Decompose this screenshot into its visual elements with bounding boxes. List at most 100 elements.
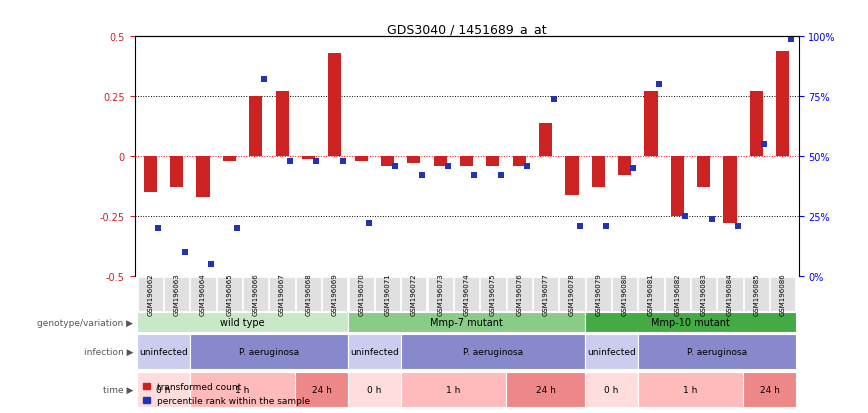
Text: 0 h: 0 h: [156, 385, 171, 394]
Text: GSM196062: GSM196062: [148, 273, 154, 315]
Bar: [223, 157, 236, 161]
Point: [758, 142, 772, 148]
Text: 24 h: 24 h: [536, 385, 556, 394]
FancyBboxPatch shape: [190, 334, 348, 369]
Text: GSM196076: GSM196076: [516, 273, 523, 315]
Point: [626, 166, 640, 172]
FancyBboxPatch shape: [164, 278, 189, 311]
Text: P. aeruginosa: P. aeruginosa: [463, 347, 523, 356]
FancyBboxPatch shape: [480, 278, 505, 311]
Point: [389, 163, 403, 170]
Text: infection ▶: infection ▶: [83, 347, 133, 356]
FancyBboxPatch shape: [454, 278, 479, 311]
Text: GSM196082: GSM196082: [674, 273, 681, 315]
Title: GDS3040 / 1451689_a_at: GDS3040 / 1451689_a_at: [387, 23, 546, 36]
Text: GSM196086: GSM196086: [779, 273, 786, 315]
Point: [257, 77, 271, 83]
Point: [678, 214, 692, 220]
FancyBboxPatch shape: [190, 278, 215, 311]
Point: [599, 223, 613, 230]
Point: [362, 221, 376, 227]
Point: [468, 173, 482, 179]
Bar: [275, 92, 289, 157]
Text: P. aeruginosa: P. aeruginosa: [687, 347, 747, 356]
Text: GSM196074: GSM196074: [464, 273, 470, 315]
Text: GSM196064: GSM196064: [200, 273, 206, 315]
Bar: [644, 92, 658, 157]
FancyBboxPatch shape: [375, 278, 400, 311]
Point: [178, 249, 192, 256]
Point: [705, 216, 719, 222]
FancyBboxPatch shape: [348, 372, 401, 407]
Bar: [460, 157, 473, 166]
FancyBboxPatch shape: [401, 372, 506, 407]
FancyBboxPatch shape: [506, 372, 585, 407]
Point: [230, 225, 244, 232]
Bar: [354, 157, 368, 161]
Bar: [407, 157, 420, 164]
Text: uninfected: uninfected: [587, 347, 636, 356]
Text: GSM196068: GSM196068: [306, 273, 312, 315]
Text: GSM196071: GSM196071: [385, 273, 391, 315]
Bar: [196, 157, 210, 197]
Point: [547, 96, 561, 103]
FancyBboxPatch shape: [612, 278, 637, 311]
Point: [573, 223, 587, 230]
Point: [151, 225, 165, 232]
Text: GSM196073: GSM196073: [437, 273, 444, 315]
Text: 1 h: 1 h: [446, 385, 461, 394]
Bar: [144, 157, 157, 193]
FancyBboxPatch shape: [744, 278, 769, 311]
Text: 1 h: 1 h: [683, 385, 698, 394]
Point: [415, 173, 429, 179]
Text: GSM196072: GSM196072: [411, 273, 417, 315]
Text: 24 h: 24 h: [760, 385, 779, 394]
Point: [441, 163, 455, 170]
Legend: transformed count, percentile rank within the sample: transformed count, percentile rank withi…: [139, 379, 314, 408]
FancyBboxPatch shape: [638, 372, 743, 407]
Text: GSM196063: GSM196063: [174, 273, 180, 315]
Point: [494, 173, 508, 179]
Bar: [697, 157, 710, 188]
Point: [336, 158, 350, 165]
FancyBboxPatch shape: [137, 372, 190, 407]
Text: GSM196078: GSM196078: [569, 273, 575, 315]
FancyBboxPatch shape: [585, 334, 638, 369]
FancyBboxPatch shape: [348, 312, 585, 332]
Bar: [618, 157, 631, 176]
FancyBboxPatch shape: [137, 334, 190, 369]
Point: [520, 163, 534, 170]
Text: time ▶: time ▶: [102, 385, 133, 394]
FancyBboxPatch shape: [190, 372, 295, 407]
Bar: [750, 92, 763, 157]
FancyBboxPatch shape: [507, 278, 532, 311]
Bar: [434, 157, 447, 166]
Text: P. aeruginosa: P. aeruginosa: [239, 347, 299, 356]
Bar: [723, 157, 737, 224]
Point: [731, 223, 745, 230]
FancyBboxPatch shape: [770, 278, 795, 311]
FancyBboxPatch shape: [348, 334, 401, 369]
FancyBboxPatch shape: [533, 278, 558, 311]
Point: [309, 158, 323, 165]
Bar: [328, 54, 341, 157]
Text: GSM196067: GSM196067: [279, 273, 285, 315]
FancyBboxPatch shape: [138, 278, 163, 311]
Text: GSM196075: GSM196075: [490, 273, 496, 315]
Bar: [302, 157, 315, 159]
FancyBboxPatch shape: [585, 372, 638, 407]
FancyBboxPatch shape: [401, 334, 585, 369]
Text: 24 h: 24 h: [312, 385, 332, 394]
FancyBboxPatch shape: [638, 334, 796, 369]
FancyBboxPatch shape: [585, 312, 796, 332]
FancyBboxPatch shape: [586, 278, 611, 311]
Text: GSM196077: GSM196077: [542, 273, 549, 315]
Text: Mmp-7 mutant: Mmp-7 mutant: [431, 317, 503, 327]
Point: [204, 261, 218, 268]
FancyBboxPatch shape: [137, 312, 348, 332]
Bar: [381, 157, 394, 166]
FancyBboxPatch shape: [243, 278, 268, 311]
Text: 0 h: 0 h: [367, 385, 382, 394]
Text: GSM196066: GSM196066: [253, 273, 259, 315]
FancyBboxPatch shape: [638, 278, 664, 311]
